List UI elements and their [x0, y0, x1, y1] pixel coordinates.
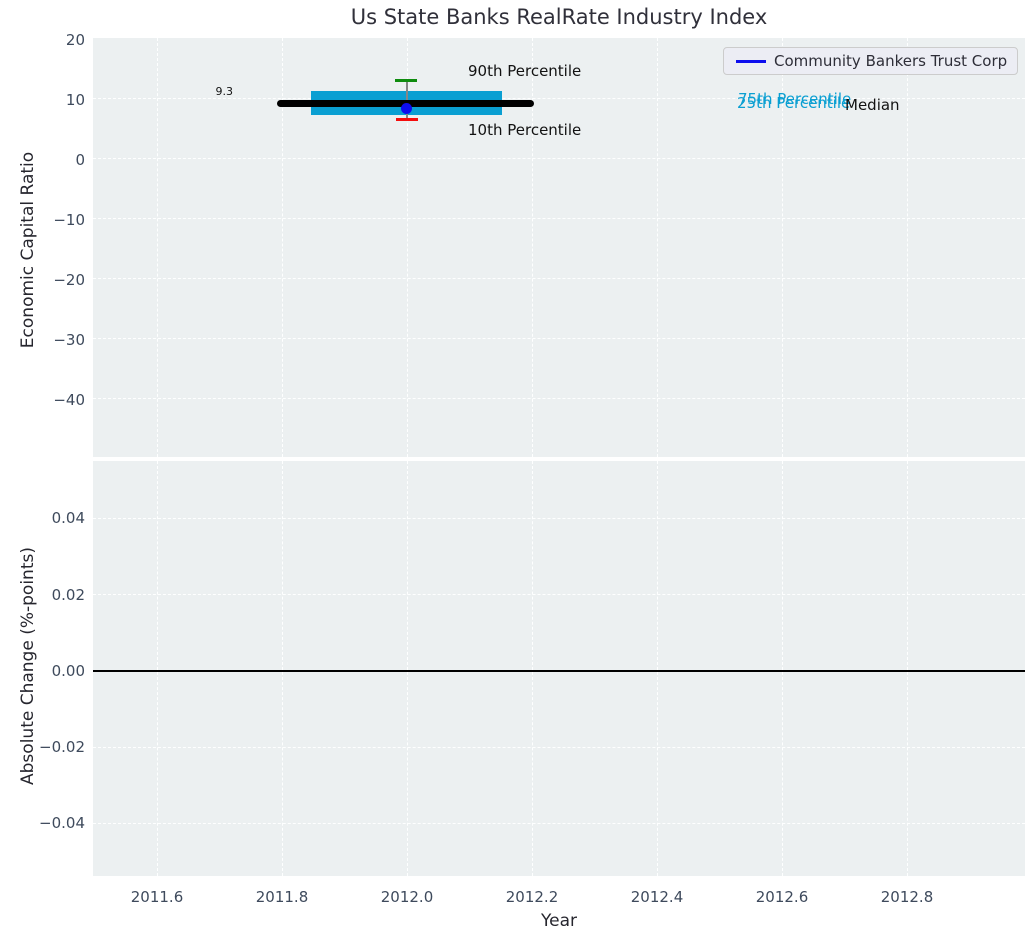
- x-axis-label: Year: [541, 911, 577, 931]
- x-tick-label: 2012.4: [630, 888, 684, 906]
- gridline-y-40: [93, 398, 1025, 399]
- gridline-x2012.6: [782, 38, 783, 457]
- median-value-label: 9.3: [215, 85, 234, 98]
- top-plot-area: 9.3 90th Percentile 10th Percentile 75th…: [93, 38, 1025, 457]
- bottom-y-axis-label: Absolute Change (%-points): [18, 547, 38, 785]
- gridline-x2012.2: [532, 38, 533, 457]
- gridline-y-30: [93, 338, 1025, 339]
- median-label: Median: [845, 96, 900, 114]
- gridline-x2012.8: [907, 38, 908, 457]
- top-y-axis-label: Economic Capital Ratio: [18, 151, 38, 349]
- y-tick-label: 0.02: [51, 586, 85, 604]
- x-tick-label: 2012.8: [880, 888, 934, 906]
- y-tick-label: −10: [53, 211, 85, 229]
- x-tick-label: 2011.6: [130, 888, 184, 906]
- gridline-x2012.0: [407, 38, 408, 457]
- legend-line-sample: [736, 60, 766, 63]
- gridline-x2012.8: [907, 461, 908, 876]
- y-tick-label: −0.04: [39, 814, 85, 832]
- gridline-x2011.8: [282, 38, 283, 457]
- y-tick-label: 10: [65, 91, 85, 109]
- p75-label: 75th Percentile: [738, 90, 852, 108]
- y-tick-label: −0.02: [39, 738, 85, 756]
- gridline-x2012.4: [657, 38, 658, 457]
- p10-label: 10th Percentile: [468, 121, 582, 139]
- p90-whisker-cap: [395, 79, 417, 82]
- p25-label: 25th Percentile: [737, 94, 851, 112]
- y-tick-label: −40: [53, 391, 85, 409]
- y-tick-label: −20: [53, 271, 85, 289]
- gridline-y-0.04: [93, 823, 1025, 824]
- p90-label: 90th Percentile: [468, 62, 582, 80]
- legend-entry-label: Community Bankers Trust Corp: [774, 52, 1008, 70]
- x-tick-label: 2012.0: [380, 888, 434, 906]
- company-data-point: [401, 103, 412, 114]
- y-tick-label: 20: [65, 31, 85, 49]
- gridline-y-20: [93, 278, 1025, 279]
- gridline-x2011.6: [157, 38, 158, 457]
- gridline-x2012.2: [532, 461, 533, 876]
- y-tick-label: 0: [75, 151, 85, 169]
- gridline-y0.02: [93, 594, 1025, 595]
- gridline-y10: [93, 98, 1025, 99]
- chart-title: Us State Banks RealRate Industry Index: [350, 5, 768, 29]
- gridline-y0: [93, 158, 1025, 159]
- gridline-y-10: [93, 218, 1025, 219]
- gridline-x2012.0: [407, 461, 408, 876]
- y-tick-label: 0.00: [51, 662, 85, 680]
- gridline-x2012.4: [657, 461, 658, 876]
- gridline-x2011.6: [157, 461, 158, 876]
- p10-whisker-cap: [396, 118, 418, 121]
- gridline-x2012.6: [782, 461, 783, 876]
- bottom-plot-area: [93, 461, 1025, 876]
- gridline-y0.04: [93, 518, 1025, 519]
- zero-reference-line: [93, 670, 1025, 672]
- legend: Community Bankers Trust Corp: [723, 47, 1018, 75]
- x-tick-label: 2011.8: [255, 888, 309, 906]
- y-tick-label: −30: [53, 331, 85, 349]
- gridline-x2011.8: [282, 461, 283, 876]
- y-tick-label: 0.04: [51, 509, 85, 527]
- x-tick-label: 2012.2: [505, 888, 559, 906]
- gridline-y-0.02: [93, 747, 1025, 748]
- x-tick-label: 2012.6: [755, 888, 809, 906]
